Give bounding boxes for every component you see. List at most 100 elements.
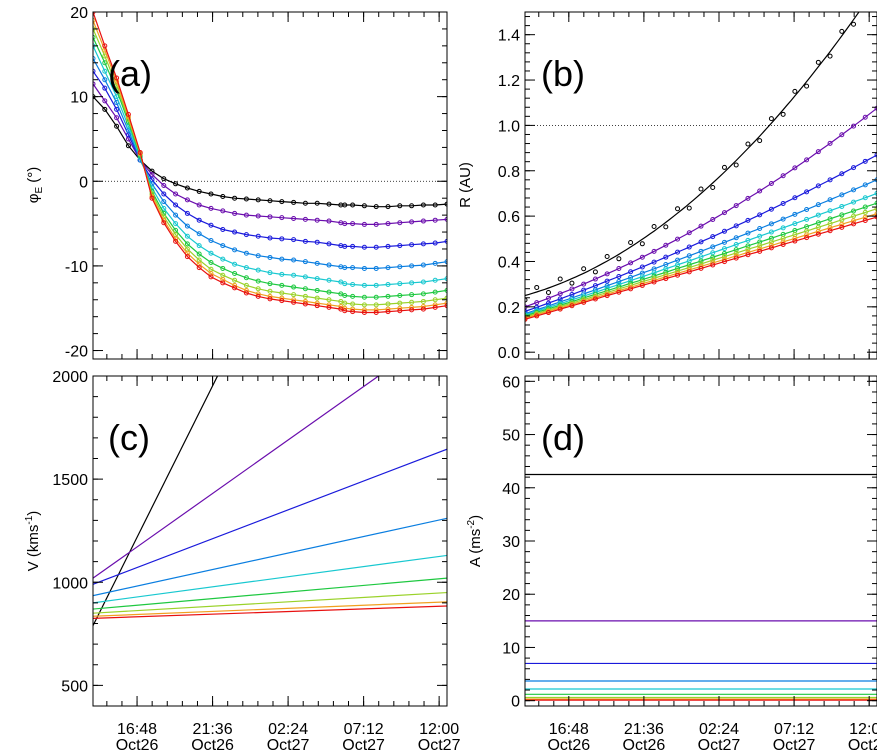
data-point xyxy=(208,205,214,211)
data-point xyxy=(780,241,786,247)
data-point xyxy=(815,212,821,218)
data-point xyxy=(291,199,297,205)
data-point xyxy=(314,239,320,245)
velocity-line xyxy=(93,448,447,585)
data-point xyxy=(361,302,367,308)
data-point xyxy=(302,259,308,265)
data-point xyxy=(314,276,320,282)
y-tick-label: 2000 xyxy=(52,369,88,386)
data-point xyxy=(220,256,226,262)
y-tick-label: 20 xyxy=(70,5,88,22)
data-point xyxy=(525,297,528,303)
data-point xyxy=(545,290,551,296)
data-point xyxy=(255,267,261,273)
data-point xyxy=(698,239,704,245)
data-point xyxy=(757,226,763,232)
data-point xyxy=(184,233,190,239)
panel-b-axes: 1.4 1.2 1.0 0.8 0.6 0.4 0.2 0.0 xyxy=(498,12,877,362)
data-point xyxy=(338,291,344,297)
data-point xyxy=(827,216,833,222)
data-point xyxy=(862,114,868,120)
velocity-line xyxy=(93,376,380,579)
data-point xyxy=(804,157,810,163)
y-tick-label: 1500 xyxy=(52,472,88,489)
data-point xyxy=(851,165,857,171)
data-point xyxy=(851,221,857,227)
data-point xyxy=(616,279,622,285)
data-point xyxy=(792,238,798,244)
x-tick-date-label: Oct27 xyxy=(418,737,461,754)
data-point xyxy=(733,203,739,209)
data-point xyxy=(721,254,727,260)
data-point xyxy=(651,270,657,276)
data-point xyxy=(196,231,202,237)
data-point xyxy=(839,132,845,138)
data-point xyxy=(792,211,798,217)
x-tick-time-label: 21:36 xyxy=(193,721,233,738)
data-point xyxy=(184,197,190,203)
data-point xyxy=(397,220,403,226)
data-point xyxy=(342,300,348,306)
x-tick-date-label: Oct27 xyxy=(848,737,877,754)
data-point xyxy=(255,213,261,219)
x-tick-time-label: 16:48 xyxy=(549,721,589,738)
fit-line xyxy=(525,216,877,320)
data-point xyxy=(545,295,551,301)
data-point xyxy=(232,261,238,267)
x-tick-date-label: Oct27 xyxy=(342,737,385,754)
data-point xyxy=(745,230,751,236)
y-tick-label: 0 xyxy=(79,174,88,191)
data-point xyxy=(675,206,681,212)
data-point xyxy=(409,203,415,209)
data-point xyxy=(342,243,348,249)
data-point xyxy=(862,182,868,188)
x-tick-time-label: 16:48 xyxy=(117,721,157,738)
data-point xyxy=(208,222,214,228)
panel-b-frame xyxy=(524,11,877,360)
data-point xyxy=(196,261,202,267)
y-tick-label: -10 xyxy=(65,259,88,276)
data-point xyxy=(279,290,285,296)
data-point xyxy=(815,228,821,234)
data-point xyxy=(385,204,391,210)
data-point xyxy=(420,202,426,208)
data-point xyxy=(279,282,285,288)
data-point xyxy=(721,228,727,234)
data-point xyxy=(432,202,438,208)
data-point xyxy=(569,286,575,292)
data-point xyxy=(208,238,214,244)
data-point xyxy=(874,214,877,220)
data-point xyxy=(385,221,391,227)
data-point xyxy=(208,191,214,197)
data-point xyxy=(173,238,179,244)
data-point xyxy=(721,259,727,265)
data-point xyxy=(721,239,727,245)
data-point xyxy=(804,83,810,89)
data-point xyxy=(675,249,681,255)
data-point xyxy=(314,260,320,266)
data-point xyxy=(279,236,285,242)
data-point xyxy=(232,195,238,201)
panel-c-letter: (c) xyxy=(108,417,150,458)
data-point xyxy=(102,68,108,74)
data-point xyxy=(686,262,692,268)
data-point xyxy=(243,250,249,256)
data-point xyxy=(710,244,716,250)
data-point xyxy=(639,264,645,270)
data-point xyxy=(851,208,857,214)
data-point xyxy=(93,34,96,40)
panel-a-frame xyxy=(92,11,448,360)
data-point xyxy=(639,241,645,247)
data-point xyxy=(639,254,645,260)
data-point xyxy=(839,28,845,34)
data-point xyxy=(616,256,622,262)
data-point xyxy=(409,219,415,225)
data-point xyxy=(710,250,716,256)
data-point xyxy=(444,238,447,244)
data-point xyxy=(851,199,857,205)
panel-b-letter: (b) xyxy=(541,53,585,94)
data-point xyxy=(757,212,763,218)
data-point xyxy=(804,216,810,222)
data-point xyxy=(302,301,308,307)
y-tick-label: 0.4 xyxy=(498,254,520,271)
